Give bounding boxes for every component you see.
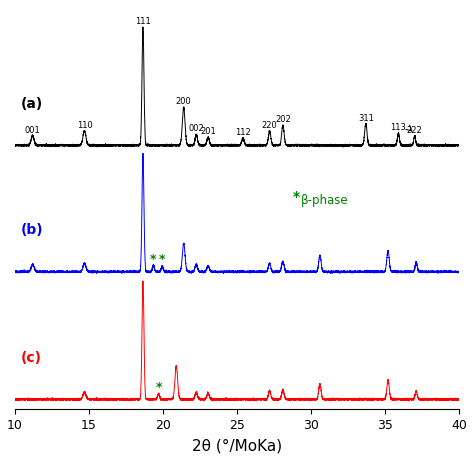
Text: 001: 001: [25, 125, 40, 134]
Text: 201: 201: [200, 126, 216, 135]
Text: 202: 202: [275, 115, 291, 123]
Text: 311: 311: [358, 113, 374, 123]
Text: 111: 111: [135, 17, 151, 26]
Text: (b): (b): [21, 223, 44, 236]
X-axis label: 2θ (°/MoKa): 2θ (°/MoKa): [192, 437, 282, 452]
Text: (a): (a): [21, 96, 43, 111]
Text: β-phase: β-phase: [301, 193, 348, 206]
Text: *: *: [155, 380, 162, 393]
Text: *: *: [159, 253, 165, 266]
Text: 220: 220: [262, 121, 277, 129]
Text: *: *: [293, 190, 301, 204]
Text: *: *: [150, 253, 156, 266]
Text: 112: 112: [235, 128, 251, 137]
Text: 222: 222: [407, 125, 422, 134]
Text: 110: 110: [77, 121, 92, 129]
Text: 113: 113: [391, 123, 406, 132]
Text: 200: 200: [176, 97, 191, 106]
Text: (c): (c): [21, 350, 42, 364]
Text: 002: 002: [188, 124, 204, 133]
